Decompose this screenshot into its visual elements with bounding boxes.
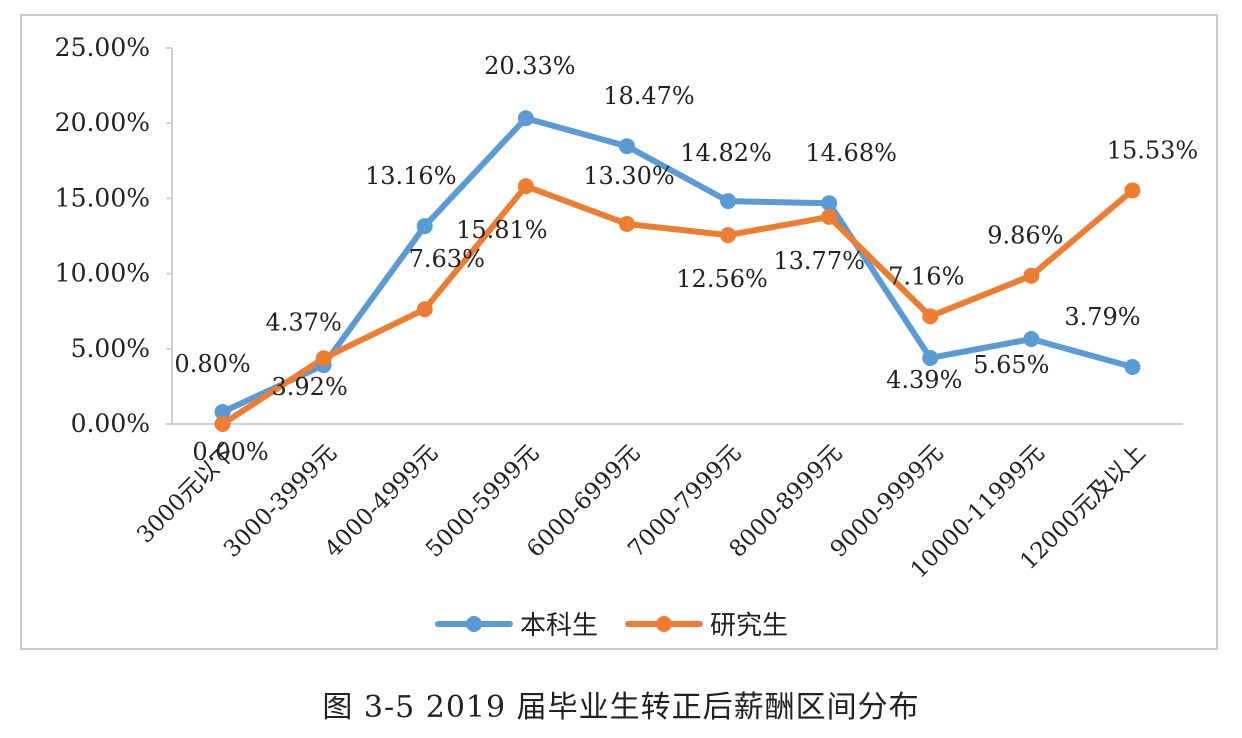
data-label-1: 13.30% [583, 162, 675, 190]
data-label-0: 13.16% [365, 162, 457, 190]
data-label-0: 14.68% [805, 139, 897, 167]
data-label-0: 18.47% [603, 82, 695, 110]
data-point-0 [618, 138, 635, 155]
y-tick-label: 20.00% [55, 108, 150, 137]
y-tick-label: 10.00% [55, 259, 150, 288]
data-label-1: 13.77% [773, 247, 865, 275]
legend-swatch-marker [466, 616, 482, 632]
data-label-0: 3.79% [1064, 303, 1140, 331]
y-tick-label: 0.00% [71, 409, 150, 438]
data-point-1 [517, 178, 534, 195]
data-label-0: 5.65% [973, 351, 1049, 379]
data-point-0 [1023, 331, 1040, 348]
data-point-0 [214, 403, 231, 420]
legend-swatch-marker [656, 616, 672, 632]
data-label-1: 4.37% [266, 308, 342, 336]
data-point-1 [1023, 267, 1040, 284]
data-point-1 [1124, 182, 1141, 199]
data-label-1: 7.16% [888, 262, 964, 290]
legend-label: 研究生 [710, 611, 788, 641]
data-point-0 [922, 349, 939, 366]
series-line-0 [219, 115, 1136, 415]
data-point-1 [416, 301, 433, 318]
data-point-1 [821, 208, 838, 225]
data-point-1 [922, 308, 939, 325]
data-point-0 [1124, 358, 1141, 375]
data-point-1 [618, 215, 635, 232]
y-tick-label: 15.00% [55, 183, 150, 212]
data-label-1: 0.00% [192, 438, 268, 466]
data-label-0: 0.80% [174, 350, 250, 378]
data-point-0 [821, 195, 838, 212]
series-line-1 [219, 183, 1136, 427]
data-label-1: 15.81% [456, 216, 548, 244]
data-label-1: 7.63% [409, 245, 485, 273]
data-point-0 [517, 110, 534, 127]
data-point-0 [416, 218, 433, 235]
data-label-0: 4.39% [886, 366, 962, 394]
data-label-0: 14.82% [680, 139, 772, 167]
chart-frame [20, 14, 1218, 650]
y-tick-label: 25.00% [55, 33, 150, 62]
data-point-1 [214, 416, 231, 432]
data-label-1: 12.56% [676, 265, 768, 293]
data-point-0 [720, 193, 737, 210]
data-point-1 [720, 227, 737, 244]
data-label-0: 20.33% [484, 52, 576, 80]
data-label-1: 9.86% [987, 222, 1063, 250]
data-point-1 [315, 350, 332, 367]
data-label-0: 3.92% [272, 373, 348, 401]
y-tick-label: 5.00% [71, 334, 150, 363]
legend-label: 本科生 [520, 611, 598, 641]
figure-caption: 图 3-5 2019 届毕业生转正后薪酬区间分布 [322, 690, 920, 725]
data-label-1: 15.53% [1107, 136, 1199, 164]
